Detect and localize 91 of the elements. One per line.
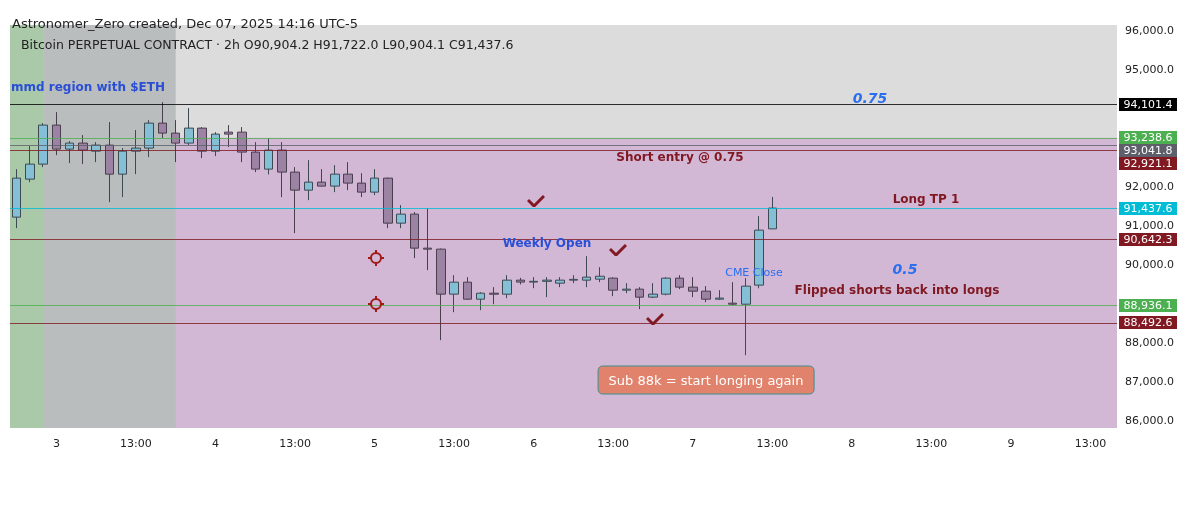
x-tick-label: 13:00 xyxy=(597,437,630,450)
text: Bitcoin PERPETUAL CONTRACT · 2h O90,904.2 H91,722.0 L90,904.1 C91,437.6 xyxy=(21,37,514,52)
candlestick xyxy=(648,282,658,299)
annotation: 0.75 xyxy=(852,90,888,106)
x-tick-label: 3 xyxy=(52,437,60,450)
candlestick xyxy=(516,277,525,285)
candlestick xyxy=(52,111,61,156)
candlestick xyxy=(144,119,154,158)
candlestick xyxy=(304,159,313,201)
candlestick xyxy=(768,196,777,230)
candlestick xyxy=(675,274,684,290)
x-tick-label: 13:00 xyxy=(120,437,152,450)
candlestick xyxy=(410,211,419,259)
candlestick xyxy=(423,207,432,271)
x-tick-label: 6 xyxy=(530,437,538,450)
candlestick xyxy=(741,277,751,356)
candlestick xyxy=(290,166,300,234)
x-tick-label: 13:00 xyxy=(1074,437,1107,450)
candlestick xyxy=(688,276,698,298)
annotation: mmd region with $ETH xyxy=(11,80,165,94)
candlestick xyxy=(701,285,711,303)
candlestick xyxy=(78,134,88,165)
y-tick-label: 95,000.0 xyxy=(1125,62,1174,76)
candlestick xyxy=(224,124,233,148)
ref-line-label: 88,492.6 xyxy=(1119,316,1177,330)
candlestick xyxy=(357,172,366,198)
ref-line-label: 92,921.1 xyxy=(1119,157,1177,171)
x-tick-label: 4 xyxy=(211,437,219,450)
candlestick xyxy=(569,274,578,284)
candlestick xyxy=(661,276,671,296)
candlestick xyxy=(105,121,114,203)
x-tick-label: 8 xyxy=(848,437,856,450)
candlestick xyxy=(251,141,260,173)
candlestick xyxy=(728,281,737,306)
ref-line-label: 93,238.6 xyxy=(1119,131,1177,145)
candlestick xyxy=(436,248,446,341)
candlestick xyxy=(476,291,485,311)
candlestick xyxy=(158,101,167,139)
candlestick xyxy=(317,168,326,188)
candlestick xyxy=(529,276,538,289)
annotation: Sub 88k = start longing again xyxy=(597,365,815,395)
y-tick-label: 87,000.0 xyxy=(1125,374,1174,388)
y-tick-label: 92,000.0 xyxy=(1125,179,1174,193)
candlestick xyxy=(370,168,379,196)
ref-line-label: 94,101.4 xyxy=(1119,97,1177,111)
x-tick-label: 13:00 xyxy=(915,437,948,450)
x-tick-label: 5 xyxy=(371,437,379,450)
x-tick-label: 9 xyxy=(1007,437,1015,450)
annotation: Astronomer_Zero created, Dec 07, 2025 14:16 UTC-5 xyxy=(12,16,358,31)
candlestick xyxy=(635,286,644,310)
candlestick xyxy=(25,145,35,183)
candlestick xyxy=(184,107,194,146)
candlestick xyxy=(449,274,459,313)
candlestick xyxy=(343,161,353,191)
ref-line-label: 88,936.1 xyxy=(1119,299,1177,313)
candlestick xyxy=(582,255,591,288)
candlestick xyxy=(171,119,180,163)
y-tick-label: 90,000.0 xyxy=(1125,257,1174,271)
x-tick-label: 13:00 xyxy=(279,437,311,450)
candlestick xyxy=(715,289,724,301)
candlestick xyxy=(608,276,618,297)
annotation: Weekly Open xyxy=(502,236,592,250)
y-tick-label: 86,000.0 xyxy=(1125,413,1174,427)
annotation: Short entry @ 0.75 xyxy=(616,150,744,164)
candlestick xyxy=(555,276,565,288)
candlestick xyxy=(38,122,48,168)
candlestick xyxy=(264,137,273,175)
annotation: 0.5 xyxy=(892,261,918,277)
ref-line-label: 90,642.3 xyxy=(1119,232,1177,246)
y-tick-label: 88,000.0 xyxy=(1125,335,1174,349)
x-tick-label: 7 xyxy=(689,437,697,450)
x-tick-label: 13:00 xyxy=(756,437,789,450)
annotation: Long TP 1 xyxy=(892,192,960,206)
candlestick xyxy=(277,141,287,198)
x-tick-label: 13:00 xyxy=(438,437,470,450)
candlestick xyxy=(12,168,21,229)
candlestick xyxy=(396,204,406,229)
annotation: Flipped shorts back into longs xyxy=(794,283,1000,297)
ref-line-label: 93,041.8 xyxy=(1119,144,1177,158)
candlestick xyxy=(502,274,512,299)
y-tick-label: 91,000.0 xyxy=(1125,218,1174,232)
candlestick xyxy=(489,286,499,305)
ref-line-label: 91,437.6 xyxy=(1119,201,1177,215)
candlestick xyxy=(622,282,631,294)
candlestick xyxy=(118,147,127,198)
candlestick xyxy=(330,164,340,193)
candlestick xyxy=(542,276,552,298)
candlestick xyxy=(595,266,605,283)
candlestick xyxy=(463,276,472,301)
y-tick-label: 96,000.0 xyxy=(1125,23,1174,37)
candlestick xyxy=(383,177,393,229)
